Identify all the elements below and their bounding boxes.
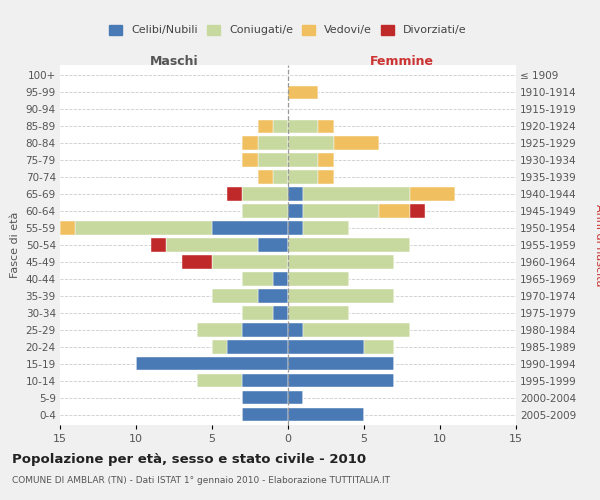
Text: Maschi: Maschi [149, 54, 199, 68]
Bar [288, 136, 334, 149]
Bar [242, 374, 288, 388]
Bar [242, 154, 257, 166]
Bar [288, 408, 364, 422]
Bar [288, 188, 303, 200]
Text: Popolazione per età, sesso e stato civile - 2010: Popolazione per età, sesso e stato civil… [12, 452, 366, 466]
Bar [212, 222, 288, 234]
Bar [242, 272, 273, 285]
Bar [273, 120, 288, 133]
Bar [166, 238, 257, 252]
Bar [288, 86, 319, 99]
Bar [242, 188, 288, 200]
Bar [288, 340, 364, 353]
Bar [242, 306, 273, 320]
Bar [212, 256, 288, 268]
Bar [288, 222, 303, 234]
Bar [288, 256, 394, 268]
Bar [288, 357, 394, 370]
Bar [303, 222, 349, 234]
Bar [242, 204, 288, 218]
Bar [273, 306, 288, 320]
Bar [242, 408, 288, 422]
Bar [319, 154, 334, 166]
Y-axis label: Anni di nascita: Anni di nascita [593, 204, 600, 286]
Bar [288, 238, 410, 252]
Bar [151, 238, 166, 252]
Bar [319, 120, 334, 133]
Bar [288, 154, 319, 166]
Bar [288, 272, 349, 285]
Bar [410, 204, 425, 218]
Bar [242, 136, 257, 149]
Bar [257, 154, 288, 166]
Bar [303, 324, 410, 336]
Bar [288, 324, 303, 336]
Text: Femmine: Femmine [370, 54, 434, 68]
Bar [273, 272, 288, 285]
Bar [288, 204, 303, 218]
Bar [288, 170, 319, 183]
Bar [257, 170, 273, 183]
Bar [303, 188, 410, 200]
Bar [288, 391, 303, 404]
Bar [288, 306, 349, 320]
Bar [273, 170, 288, 183]
Bar [288, 290, 394, 302]
Bar [288, 374, 394, 388]
Bar [242, 391, 288, 404]
Bar [75, 222, 212, 234]
Bar [136, 357, 288, 370]
Bar [379, 204, 410, 218]
Bar [364, 340, 394, 353]
Bar [257, 120, 273, 133]
Bar [303, 204, 379, 218]
Bar [197, 374, 242, 388]
Bar [212, 340, 227, 353]
Bar [182, 256, 212, 268]
Bar [334, 136, 379, 149]
Bar [257, 290, 288, 302]
Bar [212, 290, 257, 302]
Bar [257, 136, 288, 149]
Bar [197, 324, 242, 336]
Bar [319, 170, 334, 183]
Bar [257, 238, 288, 252]
Text: COMUNE DI AMBLAR (TN) - Dati ISTAT 1° gennaio 2010 - Elaborazione TUTTITALIA.IT: COMUNE DI AMBLAR (TN) - Dati ISTAT 1° ge… [12, 476, 390, 485]
Legend: Celibi/Nubili, Coniugati/e, Vedovi/e, Divorziati/e: Celibi/Nubili, Coniugati/e, Vedovi/e, Di… [105, 20, 471, 40]
Bar [410, 188, 455, 200]
Bar [288, 120, 319, 133]
Bar [242, 324, 288, 336]
Bar [227, 188, 242, 200]
Bar [227, 340, 288, 353]
Y-axis label: Fasce di età: Fasce di età [10, 212, 20, 278]
Bar [60, 222, 75, 234]
